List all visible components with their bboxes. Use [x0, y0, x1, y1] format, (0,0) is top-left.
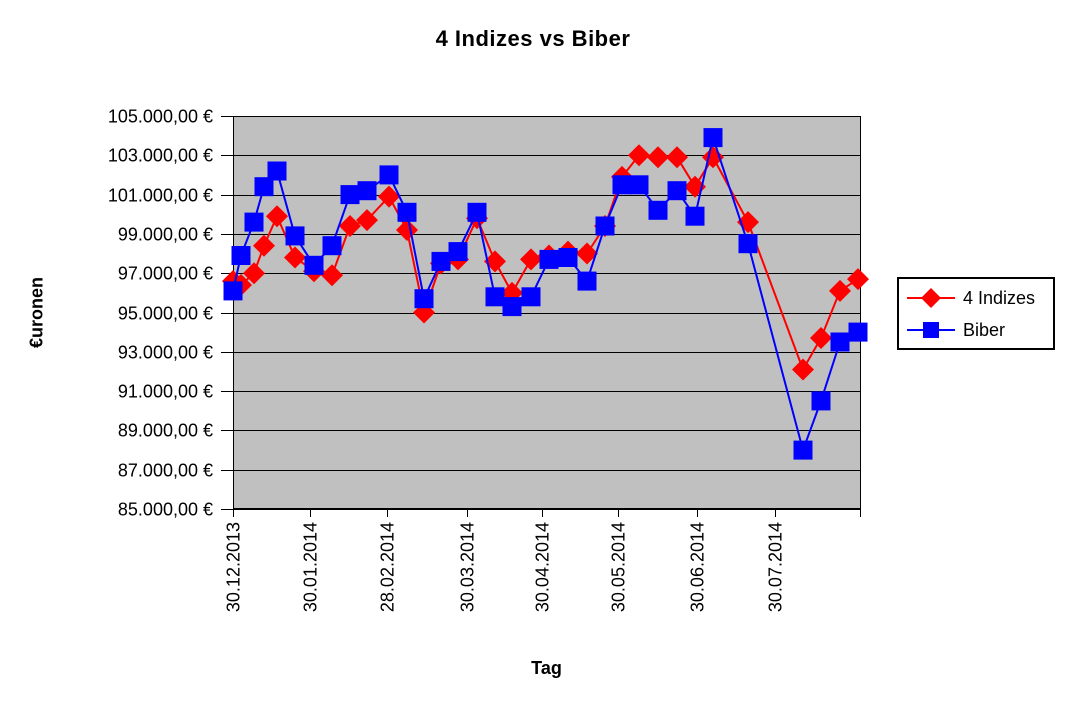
marker-diamond-4-indizes: [284, 246, 306, 269]
marker-square-biber: [448, 242, 468, 262]
y-axis-tick-label: 89.000,00 €: [118, 421, 213, 441]
marker-square-biber: [223, 281, 243, 301]
marker-diamond-4-indizes: [253, 234, 275, 257]
y-axis-tick-label: 99.000,00 €: [118, 225, 213, 245]
marker-square-biber: [685, 206, 705, 226]
legend-marker-square-icon: [907, 322, 955, 338]
chart-title[interactable]: 4 Indizes vs Biber: [435, 26, 631, 51]
marker-diamond-4-indizes: [266, 205, 288, 228]
legend-entry-biber[interactable]: Biber: [899, 314, 1053, 346]
x-axis-tick-label: 30.06.2014: [688, 522, 708, 612]
marker-square-biber: [322, 236, 342, 256]
y-axis-tick-label: 87.000,00 €: [118, 461, 213, 481]
marker-diamond-4-indizes: [792, 358, 814, 381]
marker-diamond-4-indizes: [847, 268, 869, 291]
marker-square-biber: [340, 185, 360, 205]
plot-background: [233, 116, 860, 509]
x-axis-tick-label: 30.05.2014: [609, 522, 629, 612]
marker-square-biber: [539, 249, 559, 269]
marker-diamond-4-indizes: [829, 279, 851, 302]
marker-square-biber: [811, 391, 831, 411]
marker-square-biber: [267, 161, 287, 181]
x-axis-tick-label: 30.03.2014: [458, 522, 478, 612]
marker-square-biber: [231, 246, 251, 265]
y-axis-tick-label: 91.000,00 €: [118, 382, 213, 402]
marker-diamond-4-indizes: [243, 262, 265, 285]
legend-entry-4-indizes[interactable]: 4 Indizes: [899, 282, 1053, 314]
marker-square-biber: [521, 287, 541, 307]
y-axis-tick-label: 85.000,00 €: [118, 500, 213, 520]
marker-square-biber: [485, 287, 505, 307]
marker-diamond-4-indizes: [810, 327, 832, 349]
legend-marker-diamond-icon: [907, 288, 955, 308]
marker-square-biber: [667, 181, 687, 201]
marker-square-biber: [793, 440, 813, 460]
y-axis-tick-label: 95.000,00 €: [118, 304, 213, 324]
marker-diamond-4-indizes: [520, 248, 542, 271]
marker-diamond-4-indizes: [378, 185, 400, 208]
y-axis-tick-label: 101.000,00 €: [108, 186, 213, 206]
marker-square-biber: [848, 322, 868, 342]
marker-square-biber: [244, 212, 264, 232]
marker-square-biber: [830, 332, 850, 352]
marker-diamond-4-indizes: [647, 146, 669, 169]
marker-square-biber: [254, 177, 274, 197]
marker-square-biber: [648, 200, 668, 220]
marker-diamond-4-indizes: [356, 209, 378, 232]
marker-diamond-4-indizes: [339, 215, 361, 237]
y-axis-tick-label: 103.000,00 €: [108, 146, 213, 166]
marker-square-biber: [558, 248, 578, 267]
marker-square-biber: [577, 271, 597, 291]
marker-square-biber: [738, 234, 758, 254]
marker-square-biber: [467, 202, 487, 222]
y-axis-tick-label: 105.000,00 €: [108, 107, 213, 127]
marker-square-biber: [629, 175, 649, 195]
marker-diamond-4-indizes: [576, 242, 598, 265]
legend-label-biber: Biber: [963, 319, 1006, 340]
marker-diamond-4-indizes: [666, 146, 688, 169]
x-axis-tick-label: 28.02.2014: [378, 522, 398, 612]
marker-square-biber: [431, 251, 451, 271]
marker-diamond-4-indizes: [628, 144, 650, 167]
marker-square-biber: [285, 226, 305, 246]
x-axis-tick-label: 30.12.2013: [224, 522, 244, 612]
marker-square-biber: [357, 181, 377, 201]
marker-square-biber: [703, 128, 723, 148]
x-axis-title[interactable]: Tag: [531, 658, 562, 678]
marker-square-biber: [304, 255, 324, 275]
marker-square-biber: [397, 202, 417, 222]
marker-square-biber: [502, 297, 522, 317]
marker-diamond-4-indizes: [321, 264, 343, 287]
x-axis-tick-label: 30.01.2014: [301, 522, 321, 612]
marker-square-biber: [379, 165, 399, 185]
legend[interactable]: 4 Indizes Biber: [897, 277, 1055, 350]
x-axis-tick-label: 30.04.2014: [533, 522, 553, 612]
x-axis-tick-label: 30.07.2014: [766, 522, 786, 612]
marker-square-biber: [612, 175, 632, 195]
marker-square-biber: [595, 216, 615, 236]
legend-label-4-indizes: 4 Indizes: [963, 287, 1036, 308]
marker-square-biber: [414, 289, 434, 309]
y-axis-tick-label: 97.000,00 €: [118, 264, 213, 284]
y-axis-tick-label: 93.000,00 €: [118, 343, 213, 363]
